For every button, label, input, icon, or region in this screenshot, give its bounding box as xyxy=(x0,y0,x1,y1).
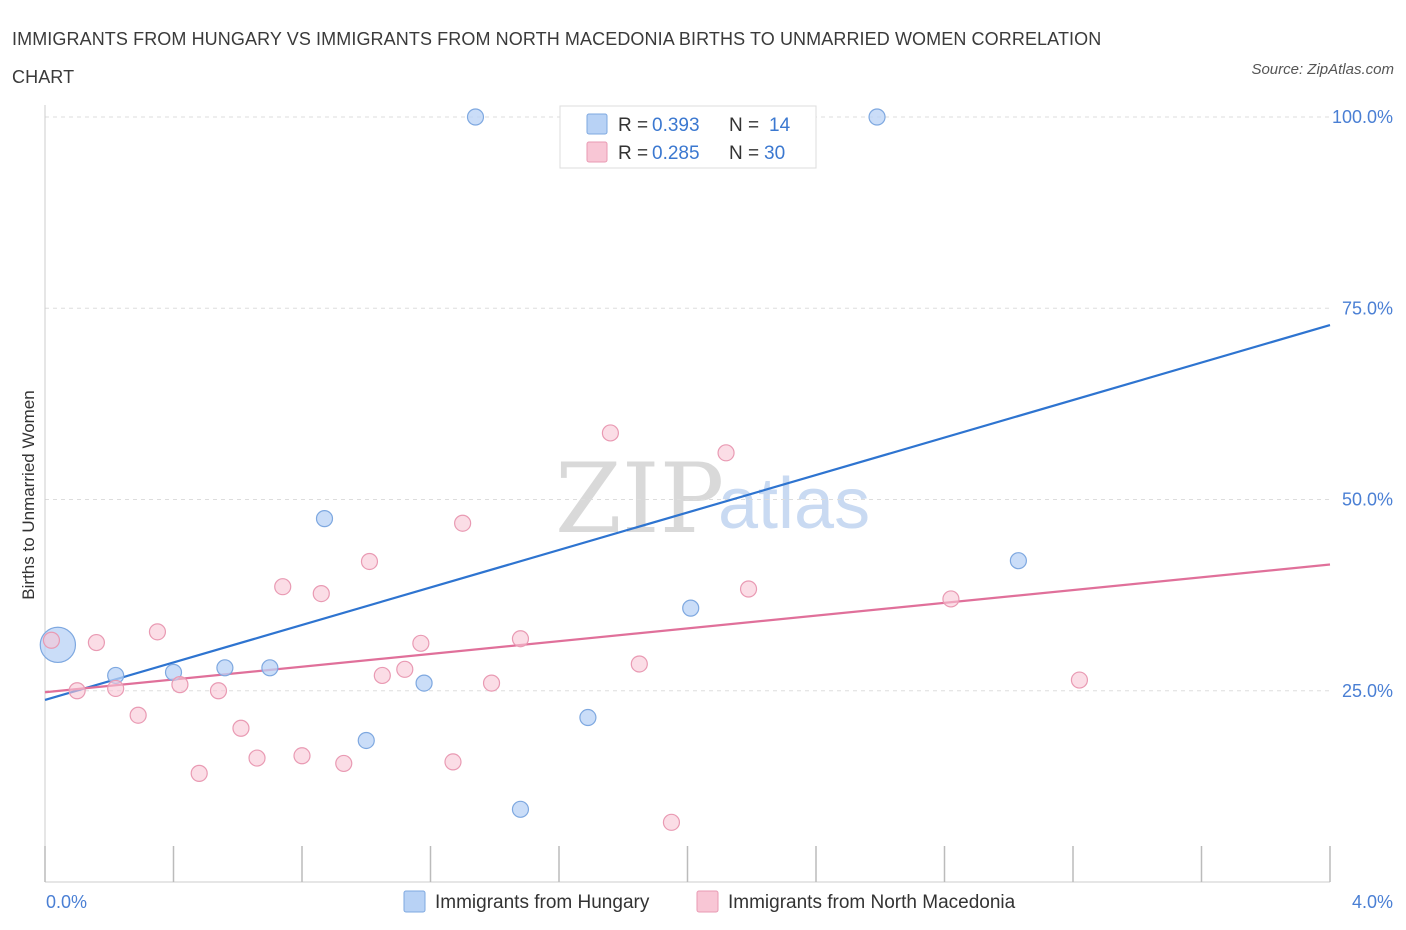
point-hungary-3 xyxy=(216,659,234,677)
point-hungary-4 xyxy=(261,659,279,677)
trend-lines xyxy=(44,324,1331,701)
legend-r-value-macedonia: 0.285 xyxy=(652,143,700,164)
point-macedonia-17 xyxy=(396,660,414,678)
trend-line-macedonia xyxy=(44,563,1331,694)
series-legend-swatch-hungary xyxy=(403,890,426,913)
point-hungary-9 xyxy=(511,800,530,818)
point-macedonia-22 xyxy=(511,630,530,648)
point-hungary-7 xyxy=(415,674,433,692)
point-macedonia-19 xyxy=(444,753,462,771)
legend-swatch-hungary xyxy=(586,113,608,135)
point-hungary-13 xyxy=(1009,552,1027,570)
point-hungary-12 xyxy=(868,108,886,126)
watermark-atlas: atlas xyxy=(718,464,870,544)
x-tick-label-0: 0.0% xyxy=(46,892,87,912)
point-hungary-10 xyxy=(579,708,597,727)
y-axis-label: Births to Unmarried Women xyxy=(19,390,38,599)
point-macedonia-13 xyxy=(312,584,330,603)
point-hungary-5 xyxy=(315,510,334,528)
point-macedonia-5 xyxy=(148,623,167,641)
legend-swatch-macedonia xyxy=(586,141,608,163)
trend-line-hungary xyxy=(44,324,1331,701)
point-macedonia-7 xyxy=(190,764,208,782)
legend-n-value-macedonia: 30 xyxy=(764,143,785,164)
y-tick-label-3: 25.0% xyxy=(1342,681,1393,701)
point-macedonia-11 xyxy=(274,578,292,596)
point-hungary-6 xyxy=(357,731,375,750)
point-macedonia-0 xyxy=(42,631,61,649)
point-hungary-11 xyxy=(682,599,700,617)
point-macedonia-29 xyxy=(1070,671,1089,689)
point-macedonia-18 xyxy=(412,634,430,652)
tick-labels: 100.0% 75.0% 50.0% 25.0% 0.0% 4.0% xyxy=(46,107,1393,912)
chart-title: IMMIGRANTS FROM HUNGARY VS IMMIGRANTS FR… xyxy=(12,29,1102,87)
point-macedonia-4 xyxy=(129,706,147,724)
point-hungary-8 xyxy=(466,108,485,126)
y-tick-label-2: 50.0% xyxy=(1342,490,1393,510)
point-macedonia-6 xyxy=(171,676,189,694)
point-macedonia-26 xyxy=(717,444,735,462)
point-macedonia-8 xyxy=(209,682,228,700)
legend-n-label-macedonia: N = xyxy=(729,143,759,164)
series-legend-label-hungary: Immigrants from Hungary xyxy=(435,892,650,913)
point-macedonia-15 xyxy=(360,552,379,571)
legend-n-label-hungary: N = xyxy=(729,115,759,136)
point-macedonia-3 xyxy=(107,679,125,698)
point-macedonia-10 xyxy=(248,749,266,767)
point-macedonia-24 xyxy=(630,655,648,673)
point-macedonia-28 xyxy=(942,590,960,608)
legend-r-label-hungary: R = xyxy=(618,115,648,136)
y-tick-label-0: 100.0% xyxy=(1332,107,1393,127)
point-macedonia-9 xyxy=(232,719,250,737)
legend-r-label-macedonia: R = xyxy=(618,143,648,164)
legend-r-value-hungary: 0.393 xyxy=(652,115,700,136)
point-macedonia-21 xyxy=(482,674,501,692)
series-legend: Immigrants from Hungary Immigrants from … xyxy=(403,890,1016,913)
point-macedonia-23 xyxy=(601,424,620,442)
point-macedonia-12 xyxy=(293,747,311,765)
point-macedonia-20 xyxy=(454,514,472,532)
x-tick-label-1: 4.0% xyxy=(1352,892,1393,912)
series-legend-swatch-macedonia xyxy=(696,890,719,913)
data-points xyxy=(39,108,1089,831)
point-macedonia-1 xyxy=(68,682,86,700)
axes xyxy=(44,105,1331,883)
series-legend-label-macedonia: Immigrants from North Macedonia xyxy=(728,892,1016,913)
chart-source: Source: ZipAtlas.com xyxy=(1251,61,1394,78)
point-macedonia-27 xyxy=(739,580,758,598)
point-macedonia-16 xyxy=(373,666,391,685)
point-macedonia-14 xyxy=(335,754,353,773)
y-tick-label-1: 75.0% xyxy=(1342,298,1393,318)
point-macedonia-25 xyxy=(662,813,681,831)
legend: R = 0.393 N = 14 R = 0.285 N = 30 xyxy=(559,105,817,169)
point-macedonia-2 xyxy=(87,633,106,652)
legend-n-value-hungary: 14 xyxy=(769,115,791,136)
